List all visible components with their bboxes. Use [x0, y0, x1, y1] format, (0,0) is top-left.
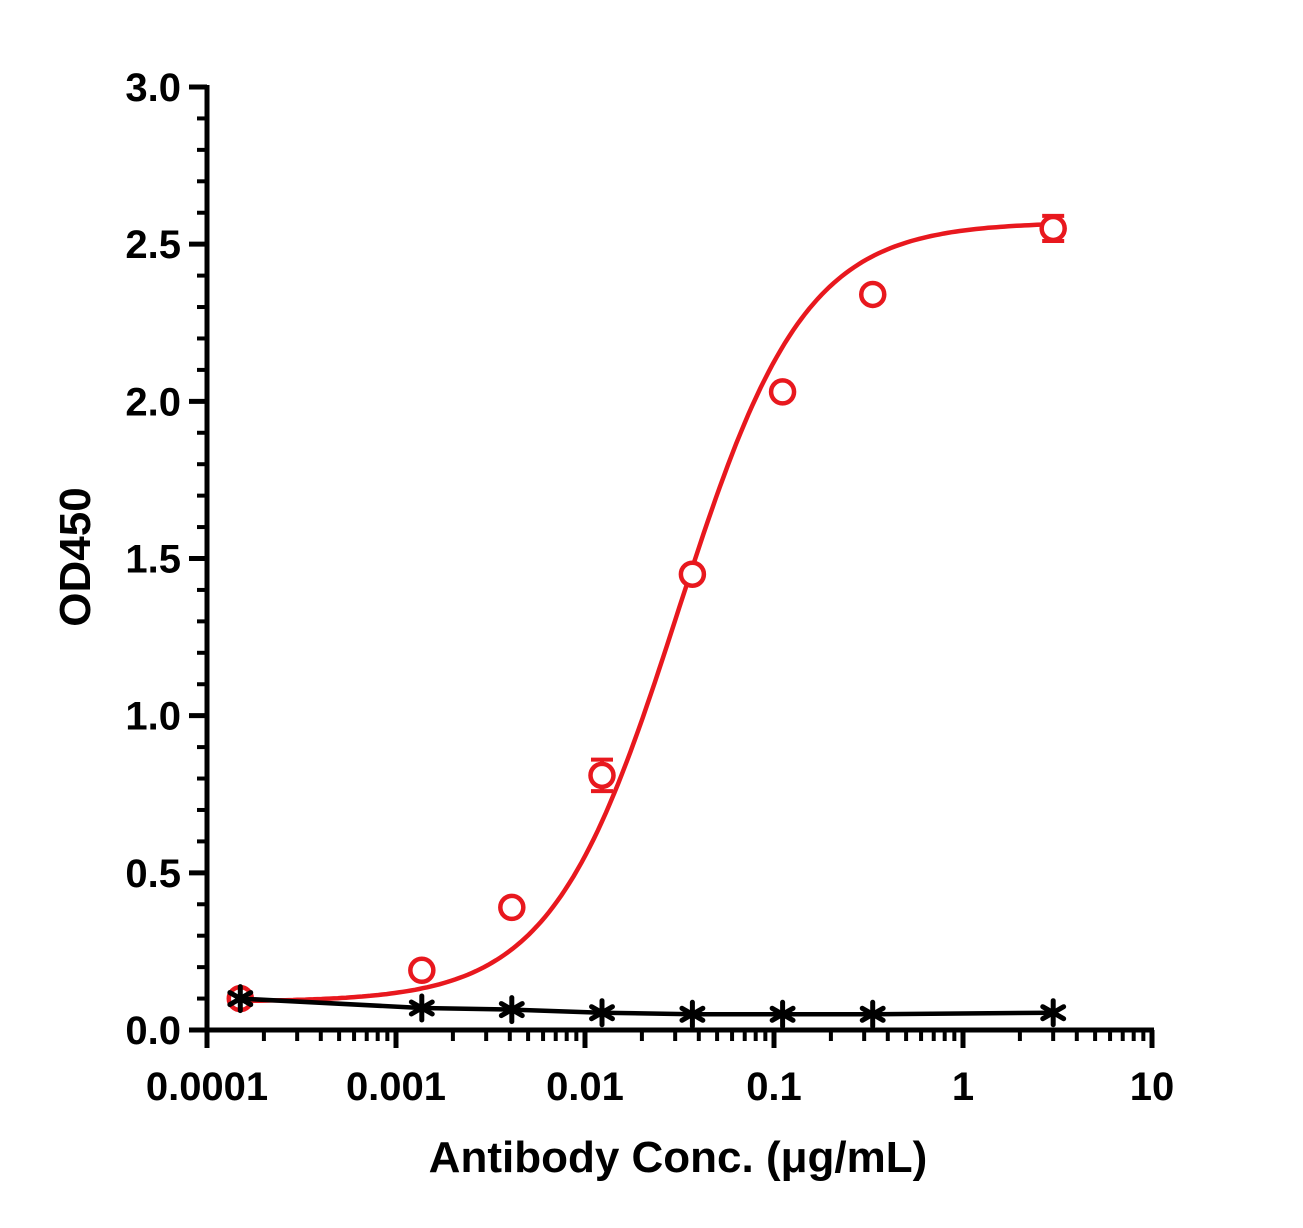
asterisk-stroke [227, 990, 254, 1008]
data-point [859, 999, 886, 1029]
fit-curve [240, 221, 1054, 1004]
x-tick-label: 1 [952, 1065, 974, 1109]
data-point [589, 998, 615, 1028]
data-point [769, 999, 796, 1029]
data-point [588, 761, 616, 790]
asterisk-stroke [589, 1004, 615, 1022]
data-point [768, 378, 797, 406]
data-point [227, 984, 254, 1014]
data-point [498, 995, 525, 1025]
y-tick-label: 2.5 [125, 223, 181, 267]
data-point [1040, 998, 1067, 1028]
data-point [408, 993, 435, 1023]
x-tick-label: 10 [1130, 1065, 1175, 1109]
y-tick-label: 2.0 [125, 380, 181, 424]
asterisk-stroke [408, 999, 435, 1017]
axes [204, 85, 1154, 1033]
data-point [858, 280, 887, 309]
asterisk-stroke [498, 1001, 525, 1019]
asterisk-stroke [769, 1005, 796, 1023]
data-point [679, 999, 706, 1029]
tick-labels: 0.0 0.5 1.0 1.5 2.0 2.5 3.0 0.0001 0.001 0.01 0.1 1… [125, 66, 1174, 1109]
y-tick-label: 0.5 [125, 852, 181, 896]
x-tick-label: 0.001 [346, 1065, 446, 1109]
data-point [408, 956, 436, 985]
data-point [678, 560, 707, 588]
y-tick-label: 1.0 [125, 695, 181, 739]
y-tick-label: 3.0 [125, 66, 181, 110]
x-tick-label: 0.0001 [146, 1065, 268, 1109]
y-axis-title: OD450 [51, 487, 100, 626]
x-tick-label: 0.01 [546, 1065, 624, 1109]
asterisk-stroke [679, 1005, 706, 1023]
asterisk-stroke [859, 1005, 886, 1023]
asterisk-stroke [1040, 1004, 1067, 1022]
axis-ticks [189, 84, 1155, 1048]
series-2 [227, 984, 1067, 1029]
data-point [498, 893, 526, 922]
plot-series [226, 213, 1067, 1029]
data-point [1039, 214, 1067, 243]
y-tick-label: 1.5 [125, 538, 181, 582]
series-1 [226, 213, 1067, 1013]
x-tick-label: 0.1 [746, 1065, 802, 1109]
x-axis-title: Antibody Conc. (μg/mL) [429, 1133, 928, 1182]
y-tick-label: 0.0 [125, 1009, 181, 1053]
series-line [240, 996, 1054, 1017]
